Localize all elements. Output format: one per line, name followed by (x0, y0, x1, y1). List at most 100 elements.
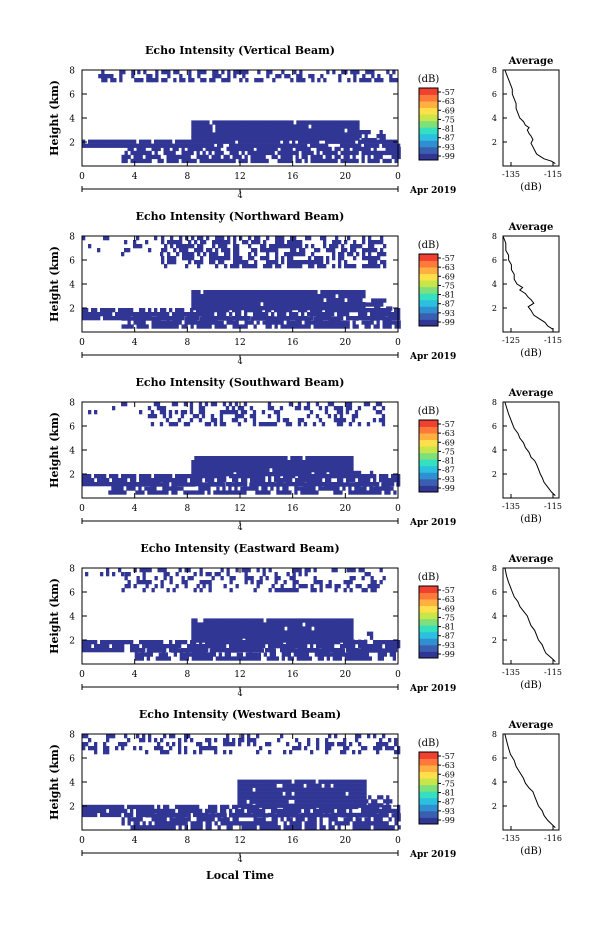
echo-cell (114, 486, 118, 491)
echo-cell (190, 821, 194, 826)
echo-cell (385, 478, 389, 483)
echo-cell (171, 490, 175, 495)
echo-cell (397, 154, 401, 160)
echo-cell (361, 312, 365, 317)
echo-cell (217, 154, 221, 160)
colorbar-tick-label: -81 (442, 291, 455, 300)
echo-cell (314, 634, 318, 639)
echo-cell (316, 320, 320, 325)
echo-cell (252, 486, 256, 491)
echo-cell (254, 472, 258, 477)
echo-cell (248, 652, 252, 657)
echo-cell (82, 640, 86, 645)
echo-cell (194, 652, 198, 657)
echo-cell (272, 472, 276, 477)
echo-cell (227, 132, 231, 137)
echo-cell (212, 630, 216, 635)
colorbar-segment (419, 478, 438, 486)
echo-cell (376, 640, 380, 645)
echo-cell (244, 139, 248, 144)
echo-cell (238, 143, 242, 148)
echo-cell (314, 260, 318, 265)
echo-cell (200, 240, 204, 245)
echo-cell (335, 622, 339, 627)
echo-cell (160, 139, 164, 144)
echo-cell (332, 634, 336, 639)
echo-cell (338, 652, 342, 657)
echo-cell (329, 638, 333, 643)
echo-cell (267, 787, 271, 792)
echo-cell (375, 486, 379, 491)
echo-cell (308, 136, 312, 141)
echo-cell (259, 821, 263, 826)
echo-cell (289, 143, 293, 148)
echo-cell (349, 568, 353, 573)
echo-cell (310, 644, 314, 649)
echo-cell (157, 478, 161, 483)
echo-cell (253, 324, 257, 329)
echo-cell (253, 154, 257, 160)
echo-cell (329, 652, 333, 657)
echo-cell (85, 478, 89, 483)
echo-cell (211, 804, 215, 810)
echo-cell (373, 478, 377, 483)
echo-cell (200, 244, 204, 249)
echo-cell (304, 139, 308, 144)
echo-cell (109, 804, 113, 810)
echo-cell (290, 634, 294, 639)
echo-cell (218, 460, 222, 465)
echo-cell (338, 456, 342, 461)
echo-cell (247, 143, 251, 148)
echo-cell (198, 406, 203, 411)
echo-cell (251, 264, 255, 269)
echo-cell (304, 324, 308, 329)
echo-cell (206, 294, 210, 299)
echo-cell (391, 316, 395, 321)
echo-cell (215, 256, 219, 261)
echo-cell (242, 132, 246, 137)
echo-cell (256, 150, 260, 156)
echo-cell (151, 316, 155, 321)
echo-cell (243, 490, 247, 495)
echo-cell (324, 482, 328, 487)
echo-cell (121, 312, 125, 317)
echo-cell (389, 652, 393, 657)
echo-cell (320, 652, 324, 657)
echo-cell (292, 482, 296, 487)
colorbar-frame (418, 253, 439, 327)
echo-cell (377, 656, 381, 661)
echo-cell (196, 644, 200, 649)
echo-cell (243, 402, 248, 407)
echo-cell (205, 572, 209, 577)
echo-cell (154, 308, 158, 313)
echo-cell (178, 482, 182, 487)
echo-cell (251, 128, 255, 133)
echo-cell (335, 626, 339, 631)
echo-cell (276, 490, 280, 495)
echo-cell (245, 472, 249, 477)
echo-cell (354, 490, 358, 495)
echo-cell (347, 630, 351, 635)
echo-cell (269, 290, 273, 295)
echo-cell (166, 316, 170, 321)
echo-cell (181, 813, 185, 818)
echo-cell (245, 630, 249, 635)
echo-cell (240, 490, 244, 495)
echo-cell (338, 124, 342, 129)
echo-cell (199, 324, 203, 329)
profile-title: Average (508, 222, 554, 233)
echo-cell (369, 631, 374, 636)
echo-cell (367, 644, 371, 649)
echo-cell (293, 618, 297, 623)
echo-cell (259, 143, 263, 148)
echo-cell (227, 456, 231, 461)
echo-cell (121, 478, 125, 483)
echo-cell (145, 474, 149, 479)
echo-cell (241, 478, 245, 483)
echo-cell (270, 791, 274, 796)
echo-cell (211, 154, 215, 160)
echo-cell (247, 644, 251, 649)
echo-cell (241, 143, 245, 148)
echo-cell (254, 124, 258, 129)
echo-cell (139, 817, 143, 822)
